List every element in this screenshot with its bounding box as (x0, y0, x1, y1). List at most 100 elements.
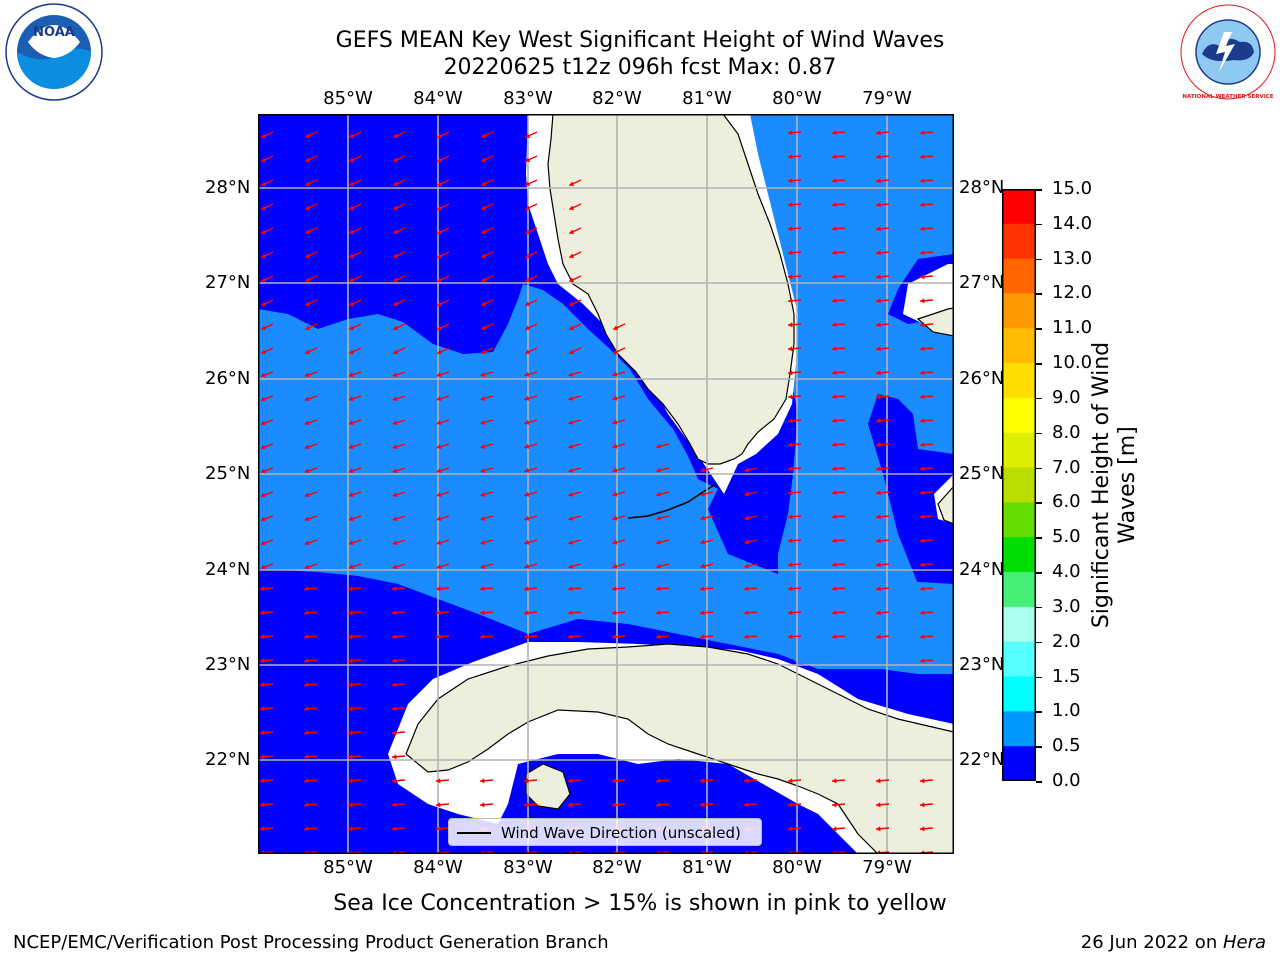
wave-arrow-head (832, 250, 837, 256)
grand-bahama (916, 307, 954, 337)
colorbar-tick-label: 4.0 (1052, 561, 1081, 583)
wave-arrow-head (612, 443, 618, 449)
wave-arrow-head (304, 658, 309, 664)
wave-arrow-head (788, 298, 793, 304)
wave-arrow-head (304, 754, 309, 760)
lon-tick-top: 83°W (503, 88, 553, 109)
wave-arrow-head (304, 516, 310, 522)
wave-arrow-head (436, 468, 442, 474)
footer-date: 26 Jun 2022 on (1080, 932, 1223, 953)
nws-logo: NATIONAL WEATHER SERVICE (1180, 4, 1276, 100)
wave-arrow-head (392, 492, 398, 498)
wave-arrow-head (260, 802, 265, 808)
wave-arrow-head (304, 730, 309, 736)
wave-arrow-head (305, 205, 311, 211)
wave-arrow-head (260, 706, 265, 712)
wave-arrow-head (832, 370, 837, 376)
wave-arrow-head (920, 778, 925, 784)
wave-arrow-head (261, 229, 267, 235)
colorbar-tick-label: 11.0 (1052, 317, 1093, 339)
wave-arrow-head (744, 778, 749, 784)
wave-arrow-head (348, 444, 354, 450)
wave-arrow-head (525, 325, 531, 331)
wave-arrow-head (260, 540, 266, 546)
colorbar-segment (1002, 746, 1036, 781)
map-grid (258, 114, 954, 854)
wave-arrow-head (261, 325, 267, 331)
wave-arrow-head (305, 325, 311, 331)
colorbar-tick-label: 0.0 (1052, 770, 1081, 791)
wave-arrow-head (612, 515, 618, 521)
lat-tick-left: 26°N (205, 368, 251, 389)
wave-arrow-head (305, 133, 311, 139)
wave-arrow-head (392, 682, 397, 688)
colorbar-tick-mark (1036, 781, 1042, 783)
lat-tick-left: 23°N (205, 654, 251, 675)
wave-arrow-head (700, 515, 706, 521)
wave-arrow-head (260, 586, 265, 592)
lat-tick-right: 27°N (959, 272, 1005, 293)
wave-arrow-head (436, 586, 441, 592)
wave-arrow-head (744, 467, 750, 473)
wave-arrow-head (348, 564, 354, 570)
wave-arrow-head (481, 229, 487, 235)
wave-arrow-head (612, 371, 618, 377)
wave-arrow-head (920, 442, 925, 448)
wave-arrow-head (700, 539, 706, 545)
wave-arrow-head (832, 562, 837, 568)
colorbar-tick-label: 3.0 (1052, 595, 1081, 617)
wave-arrow-head (832, 130, 837, 136)
wave-arrow-head (436, 634, 441, 640)
wave-arrow-head (569, 205, 575, 211)
wave-arrow-head (392, 516, 398, 522)
colorbar-tick-mark (1036, 432, 1042, 435)
wave-arrow-head (525, 229, 531, 235)
colorbar-tick-mark (1036, 641, 1042, 644)
wave-arrow-head (788, 130, 793, 136)
wave-arrow-head (305, 349, 311, 355)
wave-arrow-head (480, 396, 486, 401)
wave-arrow-head (524, 634, 529, 640)
wave-arrow-head (656, 610, 661, 616)
wave-arrow-head (832, 394, 837, 400)
wave-arrow-head (656, 634, 661, 640)
wave-arrow-head (305, 253, 311, 259)
wave-arrow-head (832, 634, 837, 640)
wave-arrow-head (261, 157, 267, 163)
wave-arrow-head (788, 586, 793, 592)
wave-arrow-head (348, 372, 354, 378)
colorbar-segment (1002, 397, 1036, 434)
colorbar-tick-label: 9.0 (1052, 386, 1081, 408)
wave-arrow-head (920, 370, 925, 376)
wave-arrow-head (569, 349, 575, 355)
map-panel (258, 114, 954, 854)
colorbar-segment (1002, 537, 1036, 573)
colorbar-tick-label: 7.0 (1052, 456, 1081, 478)
colorbar-tick-label: 15.0 (1052, 178, 1093, 199)
wave-arrow-head (349, 133, 355, 139)
andros-island (937, 485, 954, 525)
wave-arrow-head (744, 634, 749, 640)
colorbar-tick-mark (1036, 189, 1042, 191)
wave-arrow-head (525, 253, 531, 259)
wave-arrow-head (920, 490, 925, 496)
wave-arrow-head (612, 539, 618, 545)
colorbar-tick-mark (1036, 223, 1042, 226)
wave-arrow-head (744, 539, 750, 545)
wave-arrow-head (656, 802, 661, 808)
wave-arrow-head (348, 610, 353, 616)
wave-arrow-head (876, 442, 881, 448)
lon-tick-bottom: 85°W (323, 857, 373, 878)
wave-arrow-head (569, 181, 575, 187)
sea-ice-note: Sea Ice Concentration > 15% is shown in … (333, 891, 947, 916)
wave-arrow-head (436, 420, 442, 426)
wave-arrow-head (524, 515, 530, 521)
wave-arrow-head (437, 349, 443, 355)
wave-arrow-head (788, 466, 793, 472)
wave-arrow-head (436, 372, 442, 378)
wave-arrow-head (393, 301, 399, 307)
wave-arrow-head (876, 226, 881, 232)
wave-arrow-head (744, 586, 749, 592)
wave-arrow-head (480, 492, 486, 497)
wave-arrow-head (832, 418, 837, 424)
